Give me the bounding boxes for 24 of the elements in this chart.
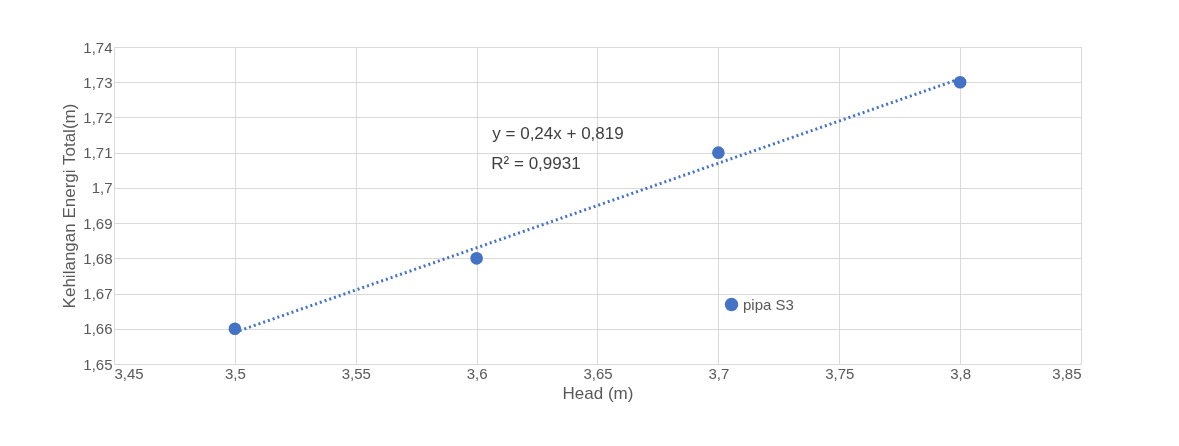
y-tick-label: 1,67: [83, 285, 113, 303]
annotation: y = 0,24x + 0,819: [492, 124, 624, 143]
y-tick-label: 1,74: [83, 38, 113, 56]
y-tick-label: 1,7: [91, 179, 113, 197]
y-tick-label: 1,66: [83, 320, 113, 338]
x-tick-label: 3,65: [583, 364, 613, 382]
y-tick-label: 1,69: [83, 214, 113, 232]
y-tick-label: 1,68: [83, 249, 113, 267]
x-tick-label: 3,85: [1052, 364, 1082, 382]
x-tick-label: 3,8: [950, 364, 972, 382]
y-tick-label: 1,72: [83, 108, 113, 126]
x-tick-label: 3,7: [708, 364, 730, 382]
y-tick-label: 1,73: [83, 73, 113, 91]
y-axis-title: Kehilangan Energi Total(m): [60, 103, 80, 309]
x-tick-label: 3,55: [341, 364, 371, 382]
x-tick-label: 3,5: [224, 364, 246, 382]
y-tick-label: 1,71: [83, 144, 113, 162]
y-tick-label: 1,65: [83, 355, 113, 373]
x-tick-label: 3,75: [825, 364, 855, 382]
x-axis-title: Head (m): [562, 383, 634, 403]
x-tick-label: 3,45: [114, 364, 144, 382]
annotation: R² = 0,9931: [491, 154, 581, 173]
legend-label: pipa S3: [743, 295, 794, 313]
x-tick-label: 3,6: [466, 364, 488, 382]
